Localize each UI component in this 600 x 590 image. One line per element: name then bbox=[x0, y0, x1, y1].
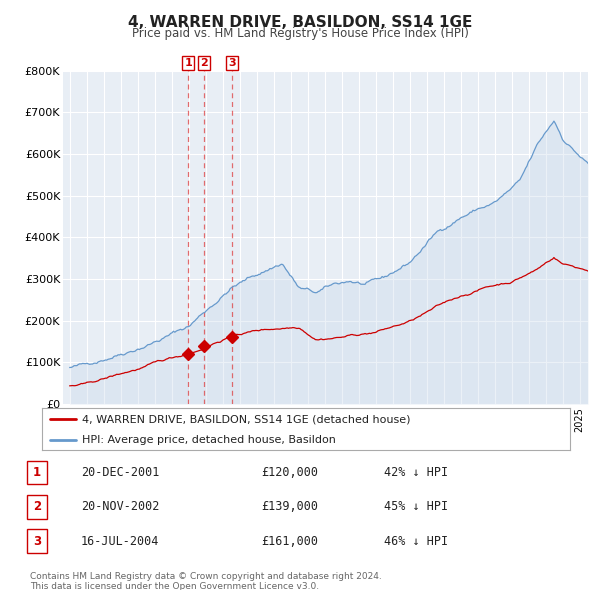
Text: 20-NOV-2002: 20-NOV-2002 bbox=[81, 500, 160, 513]
Text: 42% ↓ HPI: 42% ↓ HPI bbox=[384, 466, 448, 479]
Text: 4, WARREN DRIVE, BASILDON, SS14 1GE (detached house): 4, WARREN DRIVE, BASILDON, SS14 1GE (det… bbox=[82, 414, 410, 424]
Text: 1: 1 bbox=[33, 466, 41, 479]
Text: Contains HM Land Registry data © Crown copyright and database right 2024.: Contains HM Land Registry data © Crown c… bbox=[30, 572, 382, 581]
Text: £161,000: £161,000 bbox=[261, 535, 318, 548]
Text: 4, WARREN DRIVE, BASILDON, SS14 1GE: 4, WARREN DRIVE, BASILDON, SS14 1GE bbox=[128, 15, 472, 30]
Text: HPI: Average price, detached house, Basildon: HPI: Average price, detached house, Basi… bbox=[82, 435, 335, 444]
Text: 46% ↓ HPI: 46% ↓ HPI bbox=[384, 535, 448, 548]
Text: This data is licensed under the Open Government Licence v3.0.: This data is licensed under the Open Gov… bbox=[30, 582, 319, 590]
Text: 2: 2 bbox=[33, 500, 41, 513]
Text: 16-JUL-2004: 16-JUL-2004 bbox=[81, 535, 160, 548]
Text: Price paid vs. HM Land Registry's House Price Index (HPI): Price paid vs. HM Land Registry's House … bbox=[131, 27, 469, 40]
Text: £120,000: £120,000 bbox=[261, 466, 318, 479]
Text: 3: 3 bbox=[228, 58, 236, 68]
Text: 45% ↓ HPI: 45% ↓ HPI bbox=[384, 500, 448, 513]
Text: £139,000: £139,000 bbox=[261, 500, 318, 513]
Text: 3: 3 bbox=[33, 535, 41, 548]
Text: 2: 2 bbox=[200, 58, 208, 68]
Text: 20-DEC-2001: 20-DEC-2001 bbox=[81, 466, 160, 479]
Text: 1: 1 bbox=[184, 58, 192, 68]
